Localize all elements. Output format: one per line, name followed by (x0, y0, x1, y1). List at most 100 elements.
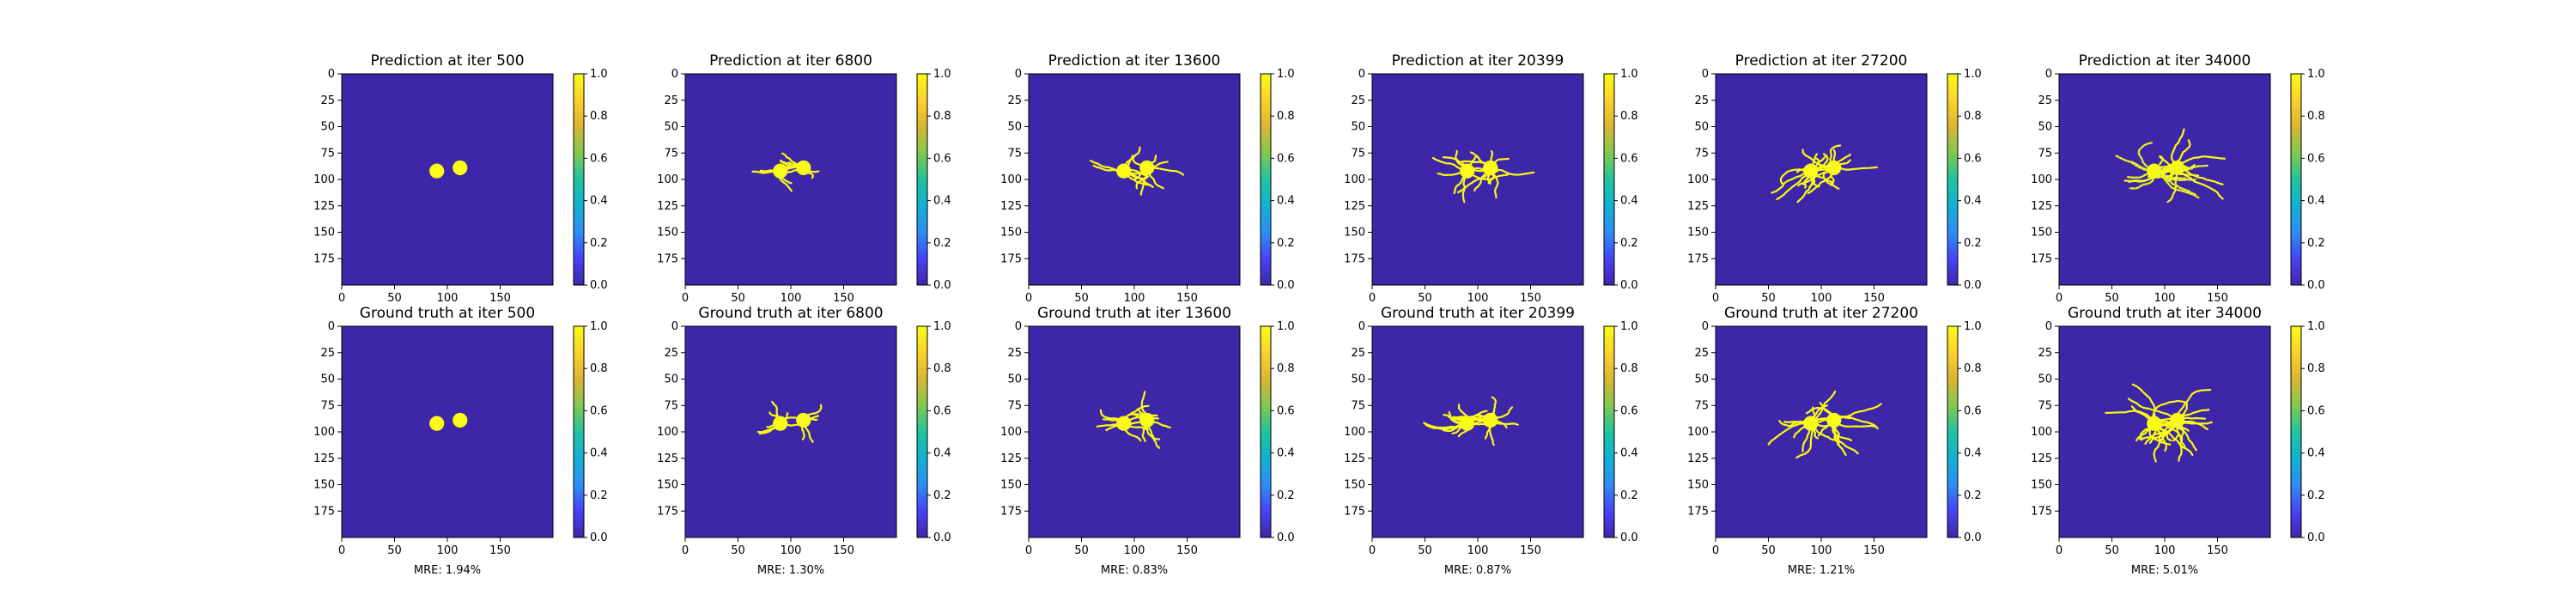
heatmap-background (1372, 326, 1583, 537)
dendrite-branch (2181, 172, 2224, 200)
y-tick-label: 150 (313, 479, 335, 492)
colorbar-tick-label: 0.6 (590, 152, 608, 165)
x-tick-label: 50 (1418, 292, 1432, 305)
dendrite-branch (1423, 422, 1462, 429)
seed-blob-1 (453, 412, 468, 428)
dendrite-branch (1812, 404, 1829, 418)
prediction-panel-5: Prediction at iter 34000 0 25 50 75 100 125 150… (2031, 52, 2325, 305)
dendrite-branch (771, 400, 779, 418)
heatmap-background (685, 326, 896, 537)
x-tick-label: 100 (1124, 544, 1145, 557)
y-tick-label: 0 (1358, 320, 1365, 333)
colorbar-tick-label: 0.8 (933, 110, 951, 123)
colorbar-tick-label: 0.0 (1620, 279, 1638, 292)
y-tick-label: 125 (2031, 200, 2052, 213)
dendrite-branch (1473, 422, 1493, 426)
colorbar-tick-label: 0.6 (1620, 152, 1638, 165)
colorbar-tick-label: 0.2 (2307, 237, 2325, 250)
dendrite-branch (807, 172, 814, 179)
colorbar-tick-label: 0.4 (2307, 195, 2325, 208)
heatmap-background (685, 74, 896, 285)
dendrite-branch (756, 427, 775, 434)
x-tick-label: 150 (489, 544, 511, 557)
dendrite-uncertainty (2127, 173, 2148, 179)
colorbar (1603, 325, 1615, 538)
heatmap-background (342, 74, 553, 285)
dendrite-branch (1127, 175, 1151, 186)
y-tick-label: 125 (313, 200, 335, 213)
dendrite-branch (1442, 156, 1465, 166)
x-tick-label: 100 (1467, 292, 1489, 305)
colorbar-tick-label: 0.4 (1620, 195, 1638, 208)
y-tick-label: 100 (1000, 426, 1022, 439)
y-tick-label: 25 (2038, 347, 2052, 360)
colorbar-tick-label: 1.0 (933, 320, 951, 333)
colorbar-tick-label: 0.4 (1277, 195, 1295, 208)
y-tick-label: 25 (1007, 347, 1022, 360)
x-tick-label: 0 (682, 544, 689, 557)
dendrite-branch (1457, 173, 1489, 194)
dendrite-branch (1453, 176, 1465, 195)
colorbar-tick-label: 0.0 (1620, 531, 1638, 544)
colorbar-tick-label: 0.0 (1964, 531, 1982, 544)
x-tick-label: 0 (2056, 292, 2063, 305)
dendrite-branch (1822, 170, 1840, 190)
x-tick-label: 150 (1520, 292, 1541, 305)
dendrite-branch (2148, 165, 2172, 170)
colorbar-tick-label: 1.0 (2307, 320, 2325, 333)
dendrite-branch (810, 418, 818, 422)
dendrite-branch (1767, 422, 1805, 446)
x-tick-label: 150 (1176, 292, 1198, 305)
colorbar-tick-label: 1.0 (1620, 68, 1638, 81)
colorbar-tick-label: 0.8 (1620, 362, 1638, 375)
prediction-panel-1: Prediction at iter 6800 0 25 50 75 100 125 150 1… (657, 52, 951, 305)
y-tick-label: 150 (1000, 479, 1022, 492)
x-tick-label: 150 (1520, 544, 1541, 557)
y-tick-label: 100 (1344, 173, 1365, 186)
ground-truth-title: Ground truth at iter 27200 (1724, 305, 1918, 322)
dendrite-branch (1437, 172, 1461, 176)
x-tick-label: 0 (2056, 544, 2063, 557)
dendrite-branch (1497, 168, 1535, 176)
dendrite-branch (766, 424, 775, 428)
seed-blob-1 (453, 160, 468, 176)
dendrite-branch (1496, 406, 1514, 419)
colorbar-tick-label: 0.0 (590, 531, 608, 544)
colorbar-tick-label: 0.6 (933, 404, 951, 417)
colorbar-tick-label: 0.4 (590, 195, 608, 208)
dendrite-branch (1455, 416, 1485, 422)
prediction-title: Prediction at iter 13600 (1048, 52, 1221, 70)
dendrite-branch (1832, 426, 1859, 455)
colorbar-tick-label: 1.0 (933, 68, 951, 81)
dendrite-branch (1490, 150, 1493, 161)
x-tick-label: 100 (781, 292, 802, 305)
colorbar-tick-label: 0.0 (2307, 531, 2325, 544)
dendrite-branch (1443, 414, 1461, 424)
prediction-panel-2: Prediction at iter 13600 0 25 50 75 100 125 150… (1000, 52, 1295, 305)
x-tick-label: 0 (1712, 292, 1719, 305)
dendrite-branch (1839, 159, 1851, 166)
y-tick-label: 50 (1351, 121, 1365, 134)
dendrite-branch (2105, 410, 2151, 419)
dendrite-branch (1807, 173, 1832, 195)
colorbar-tick-label: 0.6 (1277, 404, 1295, 417)
x-tick-label: 150 (1863, 292, 1885, 305)
dendrite-branch (1470, 151, 1485, 165)
dendrite-branch (2128, 169, 2172, 184)
y-tick-label: 125 (1344, 452, 1365, 465)
y-tick-label: 75 (1351, 399, 1365, 412)
dendrite-branch (801, 426, 805, 440)
dendrite-branch (809, 170, 820, 173)
y-tick-label: 75 (320, 147, 335, 160)
y-tick-label: 125 (1000, 200, 1022, 213)
dendrite-branch (1451, 426, 1462, 434)
x-tick-label: 100 (1124, 292, 1145, 305)
dendrite-branch (1092, 164, 1118, 172)
y-tick-label: 75 (1351, 147, 1365, 160)
ground-truth-panel-1: Ground truth at iter 6800 0 25 50 75 100 125 15… (657, 305, 951, 577)
prediction-panel-4: Prediction at iter 27200 0 25 50 75 100 125 150… (1687, 52, 1982, 305)
x-tick-label: 100 (1811, 544, 1832, 557)
colorbar-tick-label: 0.2 (1620, 489, 1638, 502)
y-tick-label: 75 (2038, 399, 2052, 412)
